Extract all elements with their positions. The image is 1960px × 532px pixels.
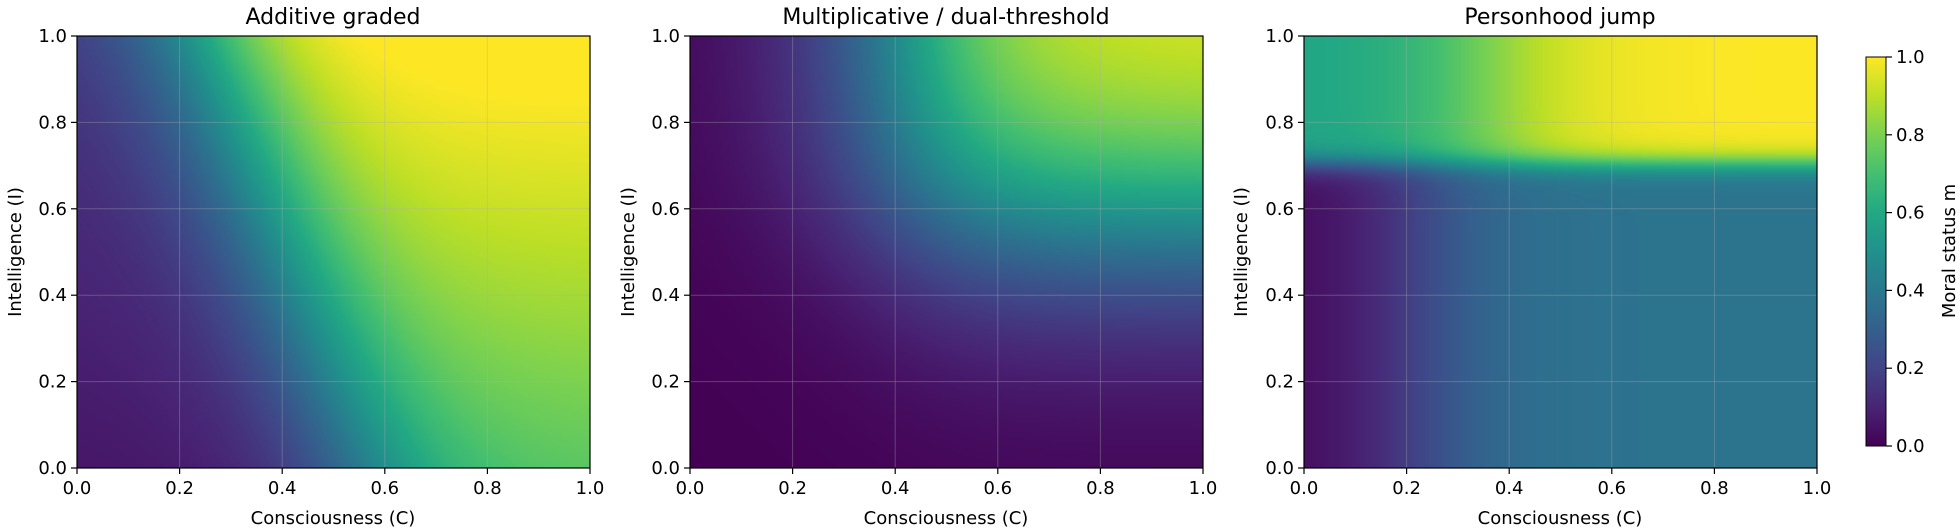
panel-multiplicative-dual-threshold: Multiplicative / dual-threshold 0.0 0.2 0.…: [618, 5, 1217, 529]
y-axis-ticks: 0.0 0.2 0.4 0.6 0.8 1.0: [38, 26, 77, 479]
x-tick-label: 1.0: [1803, 478, 1832, 499]
panel-personhood-jump: Personhood jump 0.0 0.2 0.4 0.6 0.8 1.0 0.00.…: [1231, 5, 1831, 529]
x-tick-label: 1.0: [576, 478, 605, 499]
y-tick-label: 0.6: [1265, 199, 1294, 220]
x-tick-label: 0.8: [1086, 478, 1115, 499]
y-tick-label: 1.0: [651, 26, 680, 47]
y-tick-label: 0.0: [651, 458, 680, 479]
y-tick-label: 0.2: [1265, 372, 1294, 393]
colorbar-ticks: 0.0 0.2 0.4 0.6 0.8 1.0: [1886, 47, 1925, 457]
heatmap-image: [690, 36, 1203, 468]
y-axis-ticks: 0.0 0.2 0.4 0.6 0.8 1.0: [651, 26, 690, 479]
x-tick-label: 0.2: [165, 478, 194, 499]
x-tick-label: 0.2: [1392, 478, 1421, 499]
colorbar-tick-label: 0.4: [1896, 280, 1925, 301]
y-tick-label: 0.8: [38, 112, 67, 133]
x-tick-label: 0.2: [778, 478, 807, 499]
x-axis-ticks: 0.0 0.2 0.4 0.6 0.8 1.0: [676, 468, 1218, 499]
x-tick-label: 0.8: [473, 478, 502, 499]
plot-frame: [689, 35, 1204, 469]
panel-additive-graded: Additive graded 0.0 0.2 0.4 0.6 0.8 1.0 0.00.…: [5, 5, 604, 529]
x-axis-label: Consciousness (C): [864, 508, 1029, 529]
x-tick-label: 1.0: [1189, 478, 1218, 499]
panel-title: Additive graded: [246, 5, 421, 30]
x-tick-label: 0.0: [676, 478, 705, 499]
x-tick-label: 0.8: [1700, 478, 1729, 499]
y-tick-label: 0.4: [1265, 285, 1294, 306]
y-axis-label: Intelligence (I): [5, 187, 26, 317]
x-tick-label: 0.6: [1597, 478, 1626, 499]
heatmap-image: [77, 36, 590, 468]
x-axis-label: Consciousness (C): [251, 508, 416, 529]
colorbar-tick-label: 0.0: [1896, 436, 1925, 457]
x-tick-label: 0.6: [983, 478, 1012, 499]
colorbar-tick-label: 0.6: [1896, 203, 1925, 224]
y-tick-label: 0.0: [1265, 458, 1294, 479]
heatmap-image: [1304, 36, 1817, 468]
y-axis-label: Intelligence (I): [1231, 187, 1252, 317]
colorbar-bar: [1865, 56, 1887, 447]
colorbar-tick-label: 0.2: [1896, 358, 1925, 379]
y-axis-ticks: 0.0 0.2 0.4 0.6 0.8 1.0: [1265, 26, 1304, 479]
x-axis-ticks: 0.0 0.2 0.4 0.6 0.8 1.0: [1290, 468, 1832, 499]
x-axis-label: Consciousness (C): [1478, 508, 1643, 529]
colorbar-tick-label: 1.0: [1896, 47, 1925, 68]
colorbar: 0.0 0.2 0.4 0.6 0.8 1.0 Moral status m: [1865, 47, 1960, 457]
y-tick-label: 0.8: [651, 112, 680, 133]
x-axis-ticks: 0.0 0.2 0.4 0.6 0.8 1.0: [63, 468, 605, 499]
y-tick-label: 0.2: [651, 372, 680, 393]
colorbar-label: Moral status m: [1939, 184, 1960, 318]
y-tick-label: 1.0: [1265, 26, 1294, 47]
y-tick-label: 0.4: [651, 285, 680, 306]
y-tick-label: 0.2: [38, 372, 67, 393]
y-tick-label: 0.6: [651, 199, 680, 220]
y-axis-label: Intelligence (I): [618, 187, 639, 317]
plot-frame: [1303, 35, 1818, 469]
x-tick-label: 0.0: [63, 478, 92, 499]
x-tick-label: 0.6: [370, 478, 399, 499]
x-tick-label: 0.4: [881, 478, 910, 499]
y-tick-label: 0.4: [38, 285, 67, 306]
y-tick-label: 1.0: [38, 26, 67, 47]
x-tick-label: 0.4: [1495, 478, 1524, 499]
colorbar-tick-label: 0.8: [1896, 125, 1925, 146]
y-tick-label: 0.0: [38, 458, 67, 479]
panel-title: Personhood jump: [1464, 5, 1655, 30]
panel-title: Multiplicative / dual-threshold: [782, 5, 1109, 30]
y-tick-label: 0.6: [38, 199, 67, 220]
x-tick-label: 0.4: [268, 478, 297, 499]
x-tick-label: 0.0: [1290, 478, 1319, 499]
plot-frame: [76, 35, 591, 469]
y-tick-label: 0.8: [1265, 112, 1294, 133]
